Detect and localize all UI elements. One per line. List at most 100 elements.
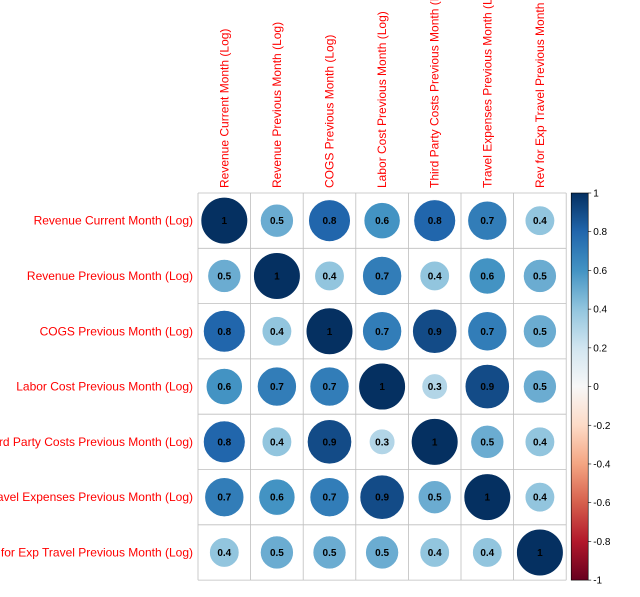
correlation-value: 0.5 bbox=[533, 271, 547, 282]
correlation-value: 0.7 bbox=[480, 216, 494, 227]
correlation-value: 0.7 bbox=[375, 271, 389, 282]
row-label: Rev for Exp Travel Previous Month (Log) bbox=[0, 545, 193, 559]
correlation-circle bbox=[468, 257, 506, 295]
row-labels: Revenue Current Month (Log) Revenue Previ… bbox=[0, 214, 193, 560]
correlation-value: 0.5 bbox=[533, 382, 547, 393]
correlation-value: 0.5 bbox=[480, 437, 494, 448]
correlation-value: 1 bbox=[537, 548, 543, 559]
correlation-circle bbox=[516, 528, 564, 577]
correlation-value: 0.5 bbox=[217, 271, 231, 282]
column-label: Travel Expenses Previous Month (Log) bbox=[480, 0, 494, 188]
correlation-value: 0.7 bbox=[323, 493, 337, 504]
colorbar-tick-label: 1 bbox=[593, 189, 599, 200]
colorbar-tick-label: -0.4 bbox=[593, 459, 611, 470]
correlation-circle bbox=[203, 310, 246, 353]
correlation-circle bbox=[260, 203, 294, 238]
correlation-value: 0.8 bbox=[428, 216, 442, 227]
correlation-circle bbox=[411, 418, 459, 466]
correlation-circle bbox=[412, 308, 458, 354]
colorbar: 1 0.8 0.6 0.4 0.2 0 -0.2 -0.4 -0.6 -0.8 -1 bbox=[570, 189, 611, 587]
correlation-circle bbox=[203, 420, 246, 463]
correlation-circle bbox=[359, 474, 405, 520]
row-label: Revenue Previous Month (Log) bbox=[27, 269, 193, 283]
column-label: Rev for Exp Travel Previous Month (Log) bbox=[533, 0, 547, 188]
correlation-value: 0.6 bbox=[375, 216, 389, 227]
column-labels: Revenue Current Month (Log) Revenue Previ… bbox=[217, 0, 547, 188]
correlation-circle bbox=[363, 202, 401, 239]
correlation-circle bbox=[472, 537, 503, 568]
correlation-value: 0.4 bbox=[323, 271, 337, 282]
correlation-value: 0.4 bbox=[428, 271, 442, 282]
correlation-value: 0.9 bbox=[323, 437, 337, 448]
correlation-value: 1 bbox=[379, 382, 385, 393]
correlation-value: 0.7 bbox=[217, 493, 231, 504]
correlation-circle bbox=[314, 260, 345, 291]
correlation-circle bbox=[419, 260, 450, 291]
colorbar-tick-label: -0.6 bbox=[593, 498, 611, 509]
correlation-circle bbox=[419, 537, 450, 568]
correlation-value: 0.6 bbox=[217, 382, 231, 393]
row-label: Labor Cost Previous Month (Log) bbox=[16, 380, 193, 394]
correlation-circle bbox=[200, 197, 248, 245]
correlation-value: 0.6 bbox=[480, 271, 494, 282]
correlation-circle bbox=[470, 425, 505, 459]
correlation-circle bbox=[523, 314, 557, 349]
correlation-value: 0.4 bbox=[533, 437, 547, 448]
correlation-value: 0.9 bbox=[480, 382, 494, 393]
correlation-value: 0.5 bbox=[323, 548, 337, 559]
correlation-circle bbox=[358, 362, 406, 411]
correlation-value: 0.5 bbox=[375, 548, 389, 559]
correlation-value: 0.4 bbox=[533, 493, 547, 504]
row-label: Travel Expenses Previous Month (Log) bbox=[0, 490, 193, 504]
column-label: Revenue Current Month (Log) bbox=[217, 29, 231, 188]
column-label: Third Party Costs Previous Month (Log) bbox=[428, 0, 442, 188]
correlation-circle bbox=[207, 259, 242, 293]
correlation-circle bbox=[209, 537, 240, 568]
correlation-circle bbox=[413, 199, 456, 242]
correlation-circle bbox=[261, 316, 292, 347]
correlation-value: 1 bbox=[485, 493, 491, 504]
correlation-circle bbox=[312, 535, 347, 570]
correlation-circle bbox=[524, 205, 555, 236]
correlation-circle bbox=[258, 478, 296, 516]
grid-lines bbox=[197, 192, 567, 581]
correlation-values: 1 0.5 0.8 0.6 0.8 0.7 0.4 0.5 1 0.4 0.7 0.4 0.6 0.5 0.… bbox=[217, 216, 547, 559]
correlation-value: 1 bbox=[222, 216, 228, 227]
correlation-value: 0.8 bbox=[323, 216, 337, 227]
correlation-value: 0.5 bbox=[270, 548, 284, 559]
correlation-value: 1 bbox=[274, 271, 280, 282]
correlation-circle bbox=[369, 428, 396, 455]
correlation-value: 0.4 bbox=[270, 327, 284, 338]
correlation-circle bbox=[523, 369, 557, 404]
correlation-circle bbox=[309, 366, 350, 407]
colorbar-tick-label: 0.6 bbox=[593, 266, 607, 277]
correlation-value: 0.4 bbox=[217, 548, 231, 559]
correlation-circle bbox=[308, 199, 351, 242]
correlation-circle bbox=[365, 535, 399, 570]
colorbar-tick-label: 0.2 bbox=[593, 343, 607, 354]
row-label: COGS Previous Month (Log) bbox=[40, 324, 193, 338]
correlation-value: 0.5 bbox=[428, 493, 442, 504]
correlation-circle bbox=[253, 252, 301, 300]
correlation-value: 0.4 bbox=[533, 216, 547, 227]
correlation-value: 0.5 bbox=[270, 216, 284, 227]
correlation-value: 1 bbox=[327, 327, 333, 338]
colorbar-tick-label: 0.4 bbox=[593, 305, 607, 316]
correlation-circle bbox=[467, 311, 508, 352]
row-label: Revenue Current Month (Log) bbox=[34, 214, 193, 228]
column-label: Labor Cost Previous Month (Log) bbox=[375, 11, 389, 188]
correlation-value: 0.9 bbox=[375, 493, 389, 504]
colorbar-tick-label: -1 bbox=[593, 576, 602, 587]
correlation-circle bbox=[362, 256, 402, 296]
column-label: COGS Previous Month (Log) bbox=[323, 35, 337, 188]
correlation-value: 0.7 bbox=[323, 382, 337, 393]
correlation-circle bbox=[260, 535, 294, 570]
correlation-value: 0.3 bbox=[375, 437, 389, 448]
correlation-value: 0.9 bbox=[428, 327, 442, 338]
correlation-value: 0.7 bbox=[375, 327, 389, 338]
colorbar-tick-label: 0 bbox=[593, 382, 599, 393]
correlation-circle bbox=[305, 307, 354, 355]
correlation-value: 0.8 bbox=[217, 327, 231, 338]
row-label: Third Party Costs Previous Month (Log) bbox=[0, 435, 193, 449]
